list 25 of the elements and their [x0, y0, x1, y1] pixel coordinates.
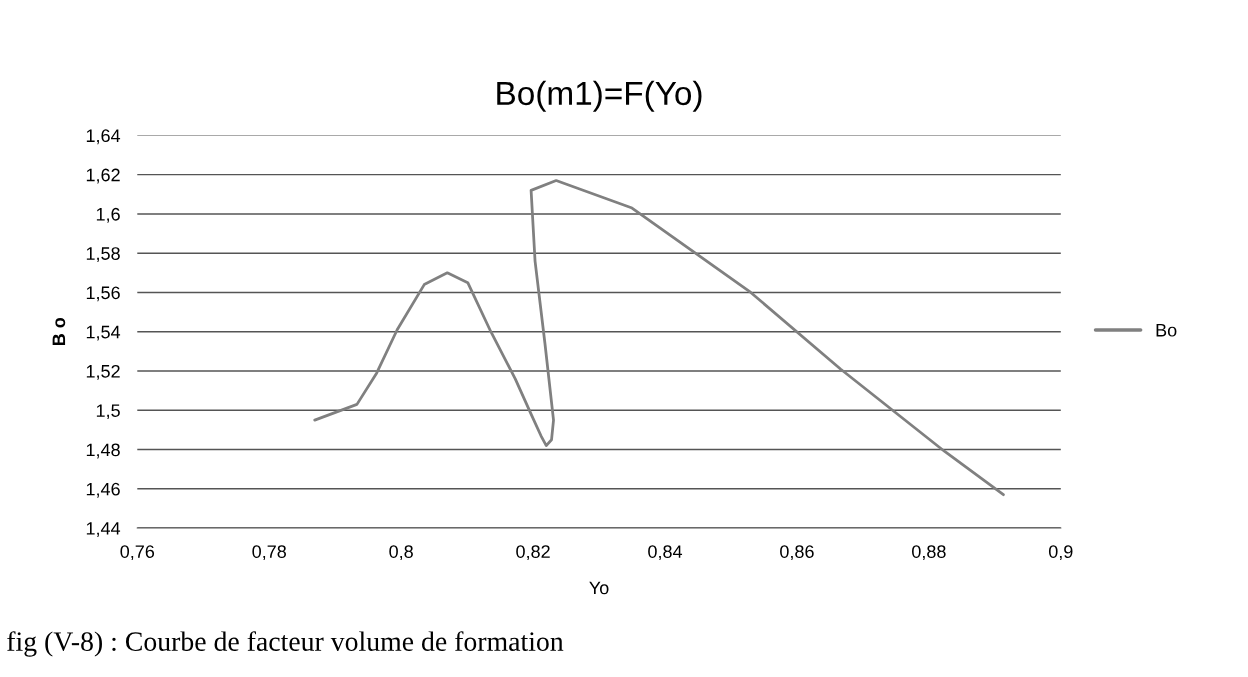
y-tick-label: 1,52: [86, 364, 120, 380]
y-tick-label: 1,44: [86, 522, 121, 537]
y-tick-label: 1,62: [86, 168, 120, 184]
x-tick-label: 0,88: [912, 545, 946, 561]
y-tick-label: 1,54: [86, 325, 121, 341]
x-tick-label: 0,82: [516, 545, 550, 561]
y-tick-label: 1,58: [86, 247, 120, 263]
y-tick-label: 1,48: [86, 443, 120, 459]
y-axis-title: B o: [52, 317, 66, 346]
y-tick-label: 1,5: [96, 404, 120, 420]
x-tick-label: 0,9: [1048, 545, 1073, 561]
line-series: [313, 179, 1005, 497]
x-tick-label: 0,76: [120, 545, 155, 561]
y-tick-label: 1,64: [86, 129, 121, 145]
chart-title: Bo(m1)=F(Yo): [497, 80, 702, 112]
text: fig (V-8) : Courbe de facteur volume de formation: [7, 631, 564, 657]
y-tick-label: 1,6: [96, 207, 120, 223]
x-axis-title: Yo: [589, 581, 609, 595]
x-tick-label: 0,84: [648, 545, 683, 561]
x-tick-label: 0,86: [780, 545, 814, 561]
y-tick-label: 1,56: [86, 286, 120, 302]
x-tick-label: 0,8: [389, 545, 413, 561]
y-tick-label: 1,46: [86, 482, 120, 498]
legend-label: Bo: [1156, 323, 1177, 337]
x-tick-label: 0,78: [252, 545, 286, 561]
